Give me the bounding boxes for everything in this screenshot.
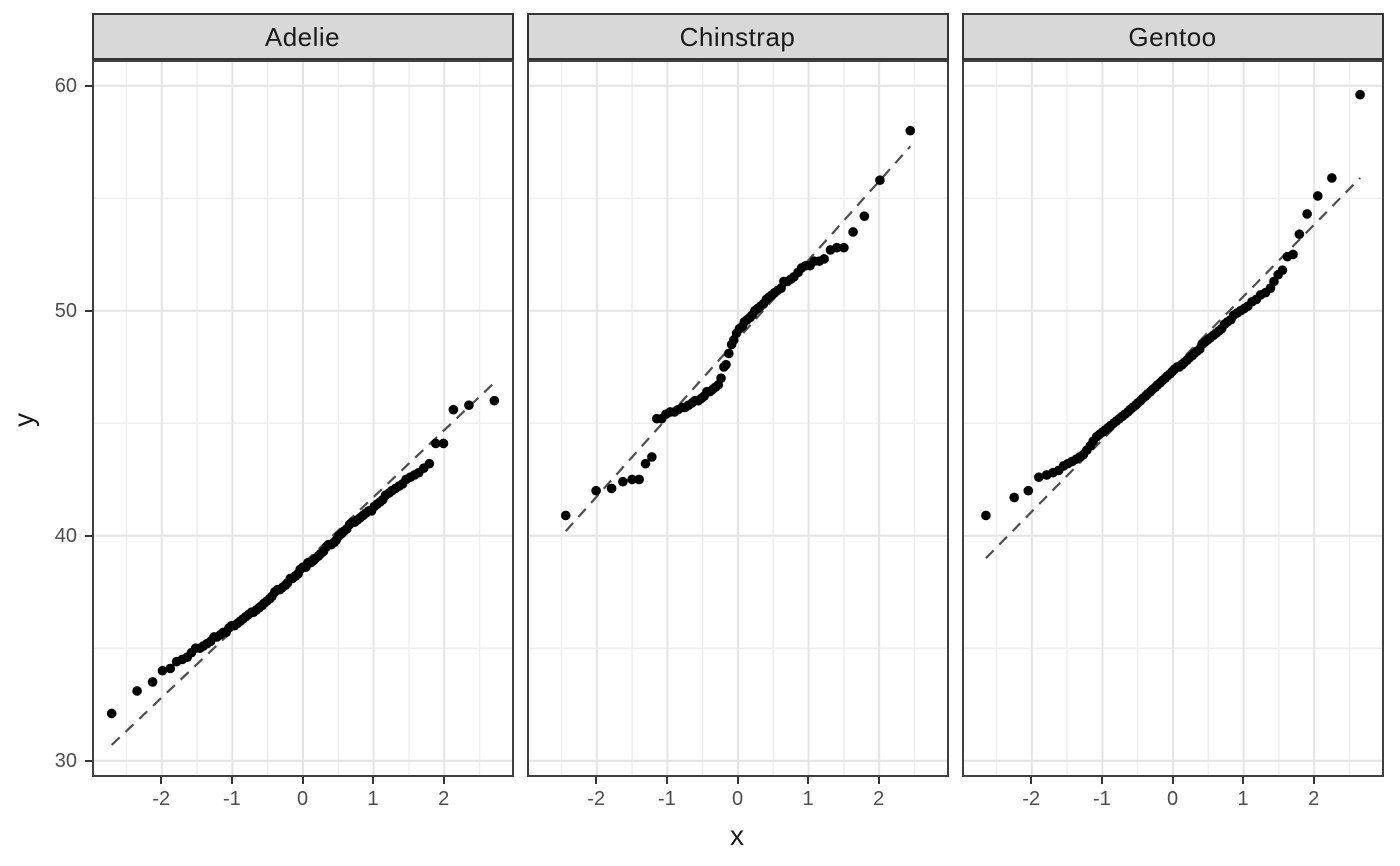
x-axis-title: x bbox=[730, 820, 744, 851]
x-tick-mark bbox=[301, 777, 304, 784]
x-tick-mark bbox=[1100, 777, 1103, 784]
facet-strip-gentoo: Gentoo bbox=[961, 13, 1384, 60]
x-tick-label: 1 bbox=[1237, 788, 1249, 810]
x-tick-label: -2 bbox=[1022, 788, 1041, 810]
x-tick-mark bbox=[1171, 777, 1174, 784]
qq-point bbox=[1294, 229, 1304, 239]
x-tick-mark bbox=[1312, 777, 1315, 784]
qq-point bbox=[1033, 472, 1044, 483]
x-tick-label: -1 bbox=[657, 788, 676, 810]
qq-point bbox=[831, 242, 842, 253]
qq-point bbox=[1277, 265, 1287, 275]
qq-point bbox=[424, 458, 434, 469]
facet-panel-gentoo bbox=[961, 60, 1384, 777]
x-tick-label: -1 bbox=[222, 788, 241, 810]
qq-point bbox=[560, 510, 571, 521]
x-tick-label: 1 bbox=[367, 788, 379, 810]
x-tick-label: -2 bbox=[152, 788, 171, 810]
qq-point bbox=[489, 395, 499, 406]
qq-point bbox=[617, 476, 628, 487]
qq-point bbox=[1022, 485, 1033, 496]
qq-point bbox=[590, 485, 601, 496]
qq-point bbox=[720, 359, 731, 370]
x-tick-mark bbox=[1242, 777, 1245, 784]
x-tick-mark bbox=[372, 777, 375, 784]
qq-point bbox=[838, 242, 849, 253]
x-tick-label: 0 bbox=[1166, 788, 1179, 810]
x-tick-mark bbox=[595, 777, 598, 784]
y-tick-label: 30 bbox=[54, 749, 77, 772]
qq-reference-line bbox=[110, 381, 495, 746]
y-tick-label: 40 bbox=[54, 524, 77, 547]
x-tick-label: 2 bbox=[873, 788, 885, 810]
x-tick-label: 1 bbox=[802, 788, 814, 810]
x-tick-mark bbox=[736, 777, 739, 784]
y-tick-mark bbox=[85, 759, 92, 762]
qq-point bbox=[626, 474, 637, 485]
qq-point bbox=[164, 663, 175, 674]
qq-point bbox=[1301, 209, 1312, 219]
qq-point bbox=[818, 254, 829, 264]
qq-point bbox=[874, 175, 885, 185]
x-tick-label: 0 bbox=[731, 788, 744, 810]
x-tick-mark bbox=[160, 777, 163, 784]
x-tick-label: -1 bbox=[1092, 788, 1111, 810]
qq-point bbox=[633, 474, 644, 485]
qq-point bbox=[147, 677, 157, 687]
x-tick-mark bbox=[1030, 777, 1033, 784]
facet-strip-label: Gentoo bbox=[1128, 21, 1217, 52]
x-tick-label: 0 bbox=[296, 788, 309, 810]
qq-point bbox=[646, 452, 657, 462]
facet-strip-label: Chinstrap bbox=[679, 21, 796, 52]
qq-point bbox=[1354, 89, 1365, 100]
qq-plot-panel-svg bbox=[528, 62, 947, 775]
qq-point bbox=[640, 458, 650, 469]
qq-point bbox=[448, 404, 458, 415]
qq-point bbox=[438, 438, 448, 449]
qq-point bbox=[859, 211, 869, 221]
x-tick-mark bbox=[877, 777, 880, 784]
qq-reference-line bbox=[564, 145, 911, 532]
qq-point bbox=[1312, 191, 1323, 201]
qq-point bbox=[723, 348, 734, 359]
qq-point bbox=[1008, 492, 1019, 503]
y-tick-mark bbox=[85, 534, 92, 537]
qq-point bbox=[1326, 173, 1337, 183]
x-tick-mark bbox=[442, 777, 445, 784]
qq-point bbox=[980, 510, 991, 521]
qq-point bbox=[157, 665, 167, 676]
y-tick-mark bbox=[85, 84, 92, 87]
qq-point bbox=[430, 438, 441, 449]
qq-point bbox=[847, 227, 858, 237]
x-tick-mark bbox=[807, 777, 810, 784]
facet-panel-adelie bbox=[91, 60, 514, 777]
facet-strip-adelie: Adelie bbox=[91, 13, 514, 60]
qq-point bbox=[463, 400, 474, 411]
x-tick-mark bbox=[230, 777, 233, 784]
facet-strip-chinstrap: Chinstrap bbox=[526, 13, 949, 60]
qq-plot-panel-svg bbox=[963, 62, 1382, 775]
x-tick-mark bbox=[665, 777, 668, 784]
y-axis-title: y bbox=[8, 413, 39, 427]
y-tick-label: 50 bbox=[54, 299, 77, 322]
y-tick-label: 60 bbox=[54, 74, 77, 97]
y-tick-mark bbox=[85, 309, 92, 312]
facet-panel-chinstrap bbox=[526, 60, 949, 777]
qq-point bbox=[606, 483, 616, 494]
x-tick-label: 2 bbox=[438, 788, 450, 810]
qq-plot-panel-svg bbox=[93, 62, 512, 775]
x-tick-label: 2 bbox=[1308, 788, 1320, 810]
qq-point bbox=[106, 708, 116, 719]
facet-strip-label: Adelie bbox=[264, 21, 341, 52]
qq-point bbox=[715, 373, 726, 384]
x-tick-label: -2 bbox=[587, 788, 606, 810]
qq-point bbox=[131, 686, 142, 696]
qq-point bbox=[904, 125, 915, 136]
qq-point bbox=[1287, 249, 1298, 260]
